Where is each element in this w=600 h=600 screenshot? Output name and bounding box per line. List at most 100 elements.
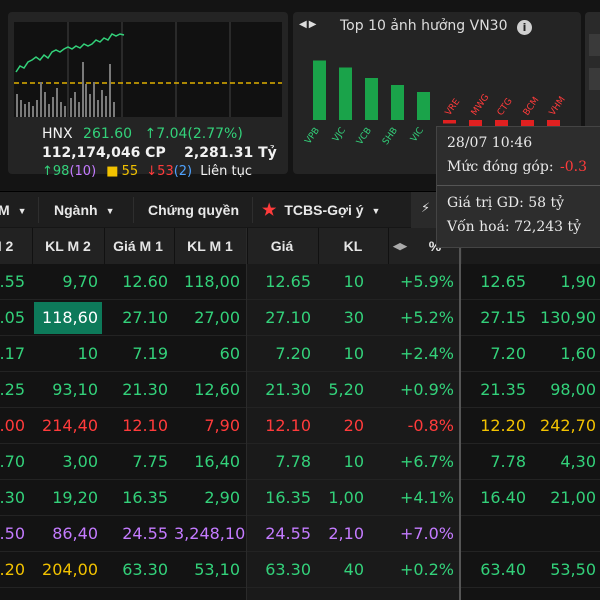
right-panel-button[interactable] xyxy=(589,34,600,56)
bar-vic[interactable] xyxy=(417,92,430,120)
price-board-table: M 2 KL M 2 Giá M 1 KL M 1 Giá KL ◀▶ % .5… xyxy=(0,228,600,600)
table-cell: 53,50 xyxy=(550,560,596,579)
tab-chung-quyen[interactable]: Chứng quyền xyxy=(148,192,239,228)
table-cell: 21.30 xyxy=(122,380,168,399)
table-cell: .20 xyxy=(0,560,25,579)
table-cell: 214,40 xyxy=(42,416,98,435)
tab-tcbs-label: TCBS-Gợi ý xyxy=(284,202,364,218)
bar-vjc[interactable] xyxy=(339,67,352,121)
table-cell: 12.20 xyxy=(480,416,526,435)
table-cell: +6.7% xyxy=(399,452,454,471)
table-cell: 24.55 xyxy=(122,524,168,543)
table-cell: .50 xyxy=(0,524,25,543)
table-cell: 3,248,10 xyxy=(174,524,246,543)
bar-label-vre: VRE xyxy=(444,97,463,118)
index-line2: 112,174,046 CP 2,281.31 Tỷ xyxy=(42,145,277,161)
table-cell: .17 xyxy=(0,344,25,363)
index-mini-chart xyxy=(14,22,282,117)
tooltip-divider xyxy=(437,185,600,186)
table-row[interactable]: .00 214,40 12.10 7,90 12.10 20 -0.8% 12.20 242,7… xyxy=(0,408,600,444)
ceiling-count: (10) xyxy=(69,164,97,179)
table-cell: 1,90 xyxy=(560,272,596,291)
tab-tcbs-goi-y[interactable]: ★ TCBS-Gợi ý ▼ xyxy=(262,192,380,228)
table-cell: 4,30 xyxy=(560,452,596,471)
table-row[interactable]: .50 86,40 24.55 3,248,10 24.55 2,10 +7.0% xyxy=(0,516,600,552)
top10-bar-chart: VPB VJC VCB SHB VIC VRE MWG CTG BCM VHM xyxy=(304,60,568,147)
bar-shb[interactable] xyxy=(391,85,404,120)
header-sort-arrows-icon[interactable]: ◀▶ xyxy=(393,241,407,251)
nav-arrows-icon[interactable]: ◀▶ xyxy=(299,19,319,30)
table-cell: 2,10 xyxy=(328,524,364,543)
table-cell: 63.40 xyxy=(480,560,526,579)
table-row[interactable]: .17 10 7.19 60 7.20 10 +2.4% 7.20 1,60 xyxy=(0,336,600,372)
header-gia-m2[interactable]: M 2 xyxy=(0,238,14,254)
table-cell: +7.0% xyxy=(399,524,454,543)
table-row[interactable]: .20 204,00 63.30 53,10 63.30 40 +0.2% 63.40 53,5… xyxy=(0,552,600,588)
header-gia-m1[interactable]: Giá M 1 xyxy=(113,238,163,254)
header-kl[interactable]: KL xyxy=(343,238,363,254)
table-cell: 1,00 xyxy=(328,488,364,507)
header-kl-m1[interactable]: KL M 1 xyxy=(187,238,233,254)
tooltip-gtgd: Giá trị GD: 58 tỷ xyxy=(447,195,565,211)
table-cell: 60 xyxy=(219,344,240,363)
tab-m[interactable]: M ▼ xyxy=(0,192,27,228)
cell-highlight xyxy=(34,302,102,334)
table-cell: .70 xyxy=(0,452,25,471)
table-row[interactable]: .25 93,10 21.30 12,60 21.30 5,20 +0.9% 21.35 98,… xyxy=(0,372,600,408)
bar-label-mwg: MWG xyxy=(470,93,492,118)
table-cell: 16.35 xyxy=(122,488,168,507)
bar-vre[interactable] xyxy=(443,120,456,124)
bar-mwg[interactable] xyxy=(469,120,482,127)
table-cell: .05 xyxy=(0,308,25,327)
table-cell: 7.19 xyxy=(132,344,168,363)
floor-count: (2) xyxy=(173,164,193,179)
bar-label-ctg: CTG xyxy=(496,97,515,118)
unchanged-square-icon: ■ xyxy=(106,164,119,179)
index-change: 7.04(2.77%) xyxy=(156,126,243,142)
tooltip-vonhoa: Vốn hoá: 72,243 tỷ xyxy=(447,219,582,235)
table-row[interactable]: .05 118,60 27.10 27,00 27.10 30 +5.2% 27.15 130,… xyxy=(0,300,600,336)
table-cell: 118,00 xyxy=(184,272,240,291)
index-panel[interactable]: HNX 261.60 ↑7.04(2.77%) 112,174,046 CP 2… xyxy=(8,12,288,179)
table-cell: 130,90 xyxy=(540,308,596,327)
bar-ctg[interactable] xyxy=(495,120,508,132)
bar-label-vhm: VHM xyxy=(548,95,568,118)
index-name: HNX xyxy=(42,126,73,142)
table-cell: 10 xyxy=(77,344,98,363)
table-cell: 16.40 xyxy=(480,488,526,507)
index-breadth: ↑98(10) ■ 55 ↓53(2) Liên tục xyxy=(42,164,252,179)
bar-vcb[interactable] xyxy=(365,78,378,120)
info-icon[interactable]: i xyxy=(517,20,532,35)
table-cell: 19,20 xyxy=(52,488,98,507)
right-panel-button-2[interactable] xyxy=(589,68,600,90)
table-row[interactable]: .30 19,20 16.35 2,90 16.35 1,00 +4.1% 16.40 21,0… xyxy=(0,480,600,516)
table-cell: 204,00 xyxy=(42,560,98,579)
header-divider xyxy=(174,228,175,264)
table-cell: 7.78 xyxy=(275,452,311,471)
table-cell: 27.15 xyxy=(480,308,526,327)
table-row[interactable]: .55 9,70 12.60 118,00 12.65 10 +5.9% 12.65 1,90 xyxy=(0,264,600,300)
table-cell: 10 xyxy=(343,452,364,471)
star-icon: ★ xyxy=(262,202,277,219)
table-cell: 2,90 xyxy=(204,488,240,507)
table-cell: .25 xyxy=(0,380,25,399)
header-gia[interactable]: Giá xyxy=(270,238,294,254)
session-status: Liên tục xyxy=(200,164,252,179)
table-cell: 30 xyxy=(343,308,364,327)
tooltip-contrib-label: Mức đóng góp: xyxy=(447,159,554,175)
table-cell: 63.30 xyxy=(265,560,311,579)
tooltip-contribution: Mức đóng góp: -0.3 xyxy=(447,159,587,175)
contribution-tooltip: 28/07 10:46 Mức đóng góp: -0.3 Giá trị G… xyxy=(436,126,600,248)
tab-nganh[interactable]: Ngành ▼ xyxy=(54,192,114,228)
table-cell: +5.2% xyxy=(399,308,454,327)
tab-nganh-label: Ngành xyxy=(54,202,98,218)
column-divider xyxy=(459,228,461,600)
advances-count: 98 xyxy=(52,164,70,179)
table-cell: 53,10 xyxy=(194,560,240,579)
table-cell: 98,00 xyxy=(550,380,596,399)
table-row[interactable]: .70 3,00 7.75 16,40 7.78 10 +6.7% 7.78 4,30 xyxy=(0,444,600,480)
header-kl-m2[interactable]: KL M 2 xyxy=(45,238,91,254)
table-cell: .30 xyxy=(0,488,25,507)
bar-label-bcm: BCM xyxy=(522,96,542,118)
bar-vpb[interactable] xyxy=(313,60,326,121)
